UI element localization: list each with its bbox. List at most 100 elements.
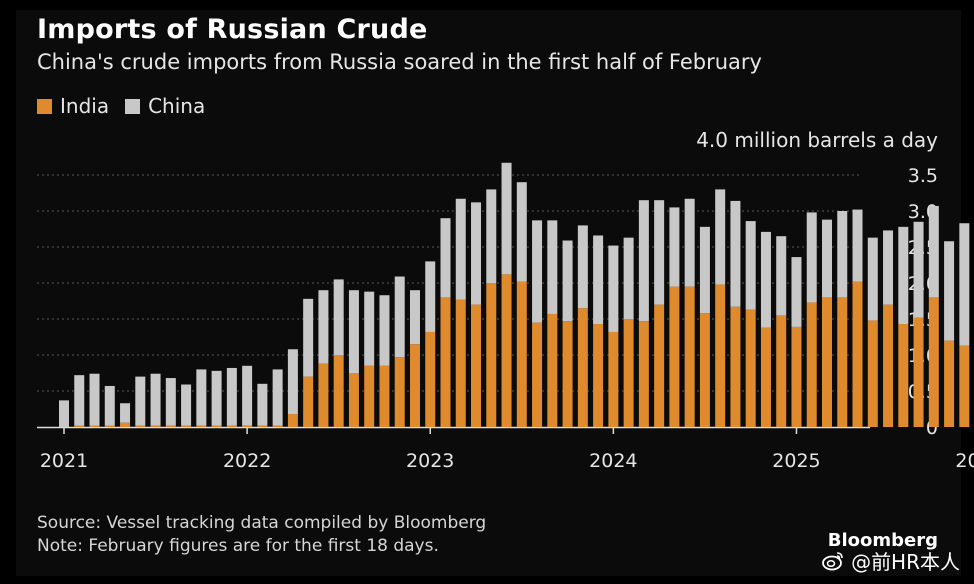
bar-china <box>760 231 771 328</box>
bar-china <box>699 226 710 314</box>
bar-india <box>455 299 466 427</box>
bar-india <box>394 357 405 427</box>
bar-china <box>440 218 451 298</box>
bar-india <box>791 326 802 427</box>
bar-china <box>165 378 176 426</box>
bloomberg-logo: Bloomberg <box>827 530 938 551</box>
bar-china <box>913 221 924 318</box>
bar-india <box>532 322 543 427</box>
bar-india <box>242 425 253 427</box>
bar-china <box>837 211 848 298</box>
bar-china <box>898 226 909 325</box>
bar-india <box>196 425 207 427</box>
legend-swatch-india <box>37 98 52 114</box>
bar-india <box>654 304 665 427</box>
bar-india <box>379 365 390 427</box>
bar-china <box>745 221 756 310</box>
y-axis-unit-label: 4.0 million barrels a day <box>696 128 938 152</box>
bar-india <box>852 281 863 427</box>
bar-china <box>242 365 253 426</box>
bar-india <box>867 320 878 427</box>
bar-india <box>165 425 176 427</box>
legend-swatch-china <box>125 98 141 114</box>
bar-china <box>776 236 787 316</box>
bar-china <box>318 290 329 364</box>
bar-india <box>837 297 848 427</box>
bar-india <box>699 313 710 427</box>
bar-china <box>425 261 436 332</box>
bar-india <box>593 324 604 427</box>
legend-item-india: India <box>37 94 109 118</box>
bar-india <box>898 324 909 427</box>
watermark-text: @前HR本人 <box>851 550 960 574</box>
bar-india <box>333 355 344 427</box>
x-tick-label: 2025 <box>772 450 820 472</box>
bar-china <box>638 200 649 322</box>
bar-india <box>822 297 832 427</box>
bar-india <box>944 340 955 427</box>
bar-china <box>684 198 695 287</box>
bar-china <box>608 245 619 332</box>
legend-item-china: China <box>125 94 205 118</box>
bar-china <box>577 225 588 309</box>
bar-china <box>822 219 832 298</box>
bar-china <box>74 375 85 426</box>
bar-china <box>928 205 939 298</box>
footnote: Note: February figures are for the first… <box>37 536 439 556</box>
chart-footer: Source: Vessel tracking data compiled by… <box>37 512 486 558</box>
bar-india <box>89 425 100 427</box>
bar-india <box>226 425 237 427</box>
bar-india <box>120 422 131 427</box>
bar-china <box>303 298 314 377</box>
bar-china <box>181 384 192 426</box>
bar-china <box>257 383 268 426</box>
bar-india <box>211 425 222 427</box>
bar-india <box>959 345 970 427</box>
bar-india <box>471 304 482 427</box>
bar-china <box>959 223 970 346</box>
bar-china <box>272 369 283 426</box>
bar-india <box>883 304 894 427</box>
bar-india <box>715 284 726 427</box>
bar-india <box>684 286 695 427</box>
bar-china <box>669 207 680 287</box>
y-tick-label: 3.5 <box>908 165 938 187</box>
bar-india <box>409 344 420 427</box>
bar-china <box>226 367 237 426</box>
bar-india <box>272 425 283 427</box>
bar-india <box>562 321 573 427</box>
bar-china <box>333 279 344 355</box>
bar-china <box>532 220 543 323</box>
x-tick-label: 2026 <box>955 450 974 472</box>
bar-china <box>654 200 665 305</box>
bar-china <box>120 403 131 423</box>
legend-label-india: India <box>60 94 110 118</box>
bar-china <box>394 276 405 358</box>
chart-subtitle: China's crude imports from Russia soared… <box>37 50 762 74</box>
bar-india <box>287 414 298 427</box>
bar-china <box>196 369 207 426</box>
bar-china <box>562 240 573 322</box>
x-tick-label: 2024 <box>589 450 637 472</box>
bar-india <box>348 373 359 427</box>
bar-india <box>486 283 497 427</box>
x-tick-label: 2021 <box>40 450 88 472</box>
bar-india <box>776 315 787 427</box>
bar-india <box>623 319 634 427</box>
bar-india <box>745 309 756 427</box>
bar-china <box>379 295 390 366</box>
bar-india <box>181 425 192 427</box>
bar-china <box>715 189 726 285</box>
bar-india <box>913 317 924 427</box>
bar-india <box>608 331 619 427</box>
x-tick-label: 2022 <box>223 450 271 472</box>
bar-india <box>547 313 558 427</box>
bar-india <box>104 425 115 427</box>
bar-india <box>806 302 817 427</box>
bar-china <box>501 162 512 275</box>
bar-china <box>730 200 741 307</box>
bar-china <box>791 257 802 327</box>
bar-china <box>348 290 359 373</box>
bar-china <box>471 202 482 305</box>
